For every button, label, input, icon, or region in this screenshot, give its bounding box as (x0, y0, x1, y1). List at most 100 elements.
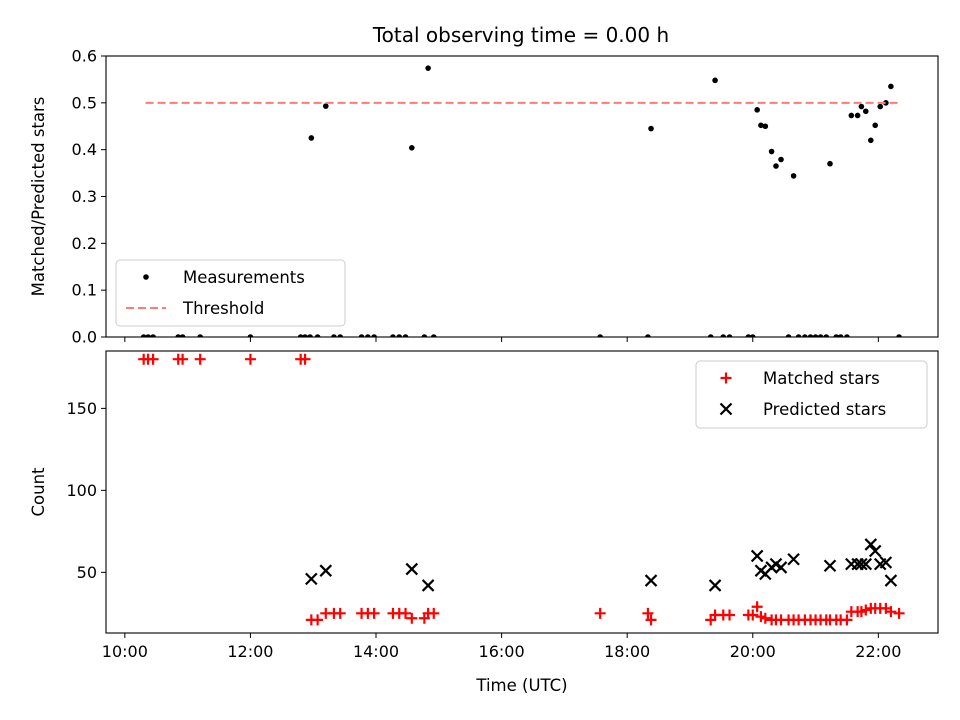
data-point (837, 334, 844, 337)
data-point (762, 123, 769, 130)
data-point (888, 83, 894, 90)
data-point (594, 607, 606, 619)
legend-marker (719, 402, 733, 416)
data-point (877, 103, 884, 110)
data-point (795, 334, 802, 337)
series-group (140, 65, 902, 337)
data-point (864, 538, 878, 551)
data-point (787, 552, 800, 566)
data-point (390, 334, 396, 337)
data-point (194, 353, 206, 365)
legend-label: Predicted stars (763, 400, 886, 419)
data-point (396, 334, 403, 337)
data-point (365, 334, 371, 337)
data-point (644, 574, 658, 587)
data-point (747, 609, 759, 621)
data-point (854, 112, 861, 119)
data-point (707, 334, 714, 337)
data-point (307, 334, 313, 337)
data-point (896, 334, 902, 337)
data-point (823, 334, 830, 337)
data-point (358, 334, 365, 337)
data-point (179, 334, 186, 337)
data-point (302, 334, 308, 337)
data-point (648, 125, 654, 132)
data-point (308, 135, 315, 141)
data-point (368, 607, 380, 619)
data-point (421, 334, 428, 337)
y-tick-label: 50 (77, 563, 97, 582)
data-point (150, 334, 156, 337)
data-point (768, 148, 775, 155)
data-point (872, 122, 879, 129)
data-point (724, 609, 736, 621)
data-point (774, 561, 788, 574)
data-point (750, 549, 764, 563)
bottom-panel: 50 100 150 10:00 12:00 14:00 16:00 18:00 20:00 22… (29, 350, 939, 695)
data-point (720, 334, 727, 337)
legend: Matched stars Predicted stars (695, 360, 928, 429)
data-point (833, 334, 840, 337)
x-tick-label: 18:00 (604, 642, 650, 661)
data-point (247, 334, 254, 337)
data-point (759, 612, 771, 624)
data-point (400, 607, 412, 619)
data-point (884, 574, 898, 587)
data-point (827, 160, 833, 167)
y-axis-title: Matched/Predicted stars (29, 97, 48, 297)
data-point (778, 156, 784, 163)
data-point (299, 353, 311, 365)
data-point (708, 579, 722, 592)
legend-label: Threshold (182, 299, 264, 318)
data-point (862, 108, 869, 115)
y-tick-label: 0.2 (72, 234, 97, 253)
data-point (312, 614, 324, 626)
data-point (885, 606, 897, 618)
y-tick-label: 0.6 (72, 47, 97, 66)
data-point (868, 544, 882, 558)
x-tick-label: 22:00 (855, 642, 901, 661)
data-point (858, 103, 865, 110)
data-point (745, 334, 752, 337)
y-tick-label: 0.4 (72, 140, 97, 159)
data-point (773, 163, 779, 169)
data-point (430, 334, 437, 337)
data-point (405, 562, 419, 576)
legend-marker (720, 372, 732, 384)
data-point (406, 612, 418, 624)
x-tick-label: 16:00 (479, 642, 525, 661)
data-point (790, 173, 797, 179)
data-point (726, 334, 733, 337)
data-point (879, 556, 893, 569)
y-tick-label: 150 (66, 399, 97, 418)
data-point (175, 334, 182, 337)
data-point (642, 607, 654, 619)
x-tick-label: 10:00 (102, 642, 148, 661)
top-panel: 0.0 0.1 0.2 0.3 0.4 0.5 0.6 Matched/Predicted s… (29, 47, 939, 347)
data-point (758, 122, 764, 129)
y-tick-label: 0.0 (72, 328, 97, 347)
legend-label: Measurements (183, 268, 305, 287)
data-point (147, 353, 159, 365)
data-point (402, 334, 409, 337)
data-point (841, 614, 853, 626)
x-axis-title: Time (UTC) (475, 676, 567, 695)
data-point (425, 65, 431, 71)
data-point (855, 557, 868, 571)
data-point (893, 607, 905, 619)
data-point (883, 100, 889, 106)
series-group (138, 353, 905, 626)
data-point (817, 334, 824, 337)
data-point (305, 572, 318, 586)
data-point (371, 334, 377, 337)
data-point (848, 112, 855, 119)
legend-box (115, 259, 346, 327)
data-point (712, 77, 718, 84)
data-point (859, 557, 873, 571)
data-point (145, 334, 151, 337)
data-point (322, 103, 329, 109)
data-point (140, 334, 147, 337)
data-point (244, 353, 256, 365)
y-tick-label: 100 (66, 481, 97, 500)
